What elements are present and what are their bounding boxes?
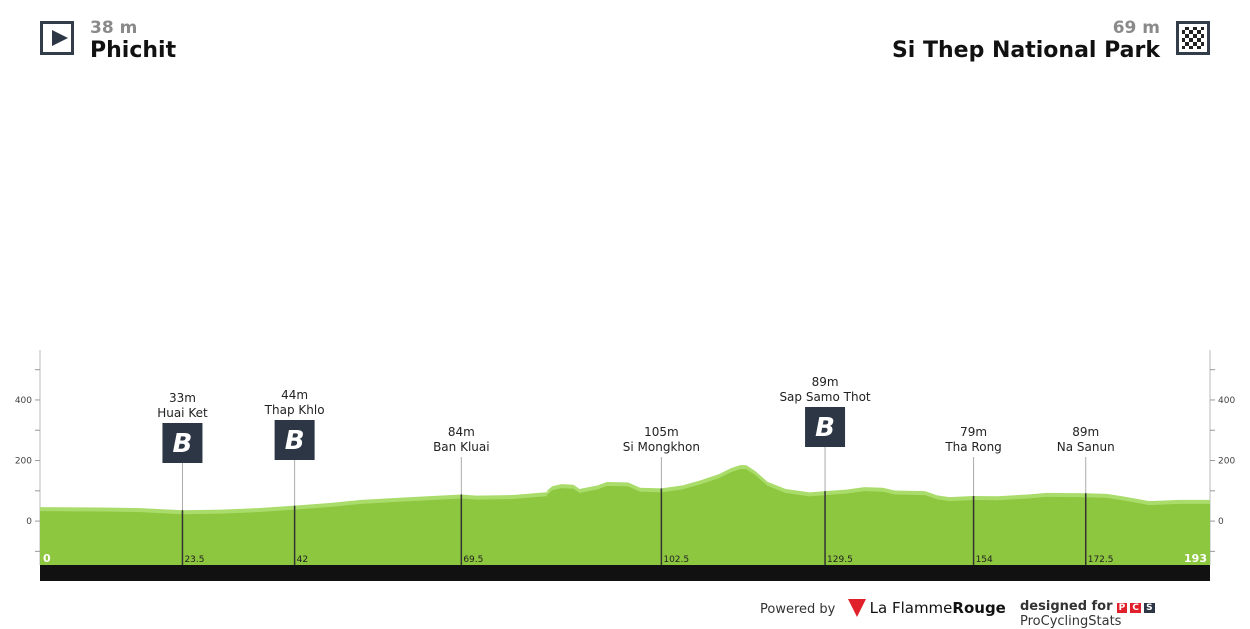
y-tick-label: 200 (15, 457, 32, 467)
brand-part2: Rouge (952, 599, 1006, 617)
x-point-label: 42 (297, 555, 308, 565)
point-name: Tha Rong (944, 440, 1001, 454)
point-altitude: 105m (644, 425, 679, 439)
start-altitude: 38 m (90, 18, 138, 38)
x-point-label: 172.5 (1088, 555, 1114, 565)
sprint-b-icon (162, 423, 203, 463)
sprint-b-icon (274, 420, 315, 460)
sprint-b-icon-label: B (285, 426, 305, 456)
finish-info: 69 m Si Thep National Park (810, 18, 1210, 78)
sprint-b-icon (805, 407, 846, 447)
x-point-label: 129.5 (827, 555, 853, 565)
y-tick-label: 0 (26, 517, 32, 527)
brand-part1: La Flamme (869, 599, 953, 617)
x-end-label: 193 (1184, 552, 1207, 565)
point-name: Ban Kluai (433, 440, 490, 454)
x-point-label: 23.5 (184, 555, 204, 565)
y-tick-label: 400 (15, 396, 32, 406)
point-name: Thap Khlo (264, 403, 325, 417)
point-altitude: 44m (281, 388, 308, 402)
point-name: Huai Ket (157, 406, 208, 420)
footer-powered: Powered by La FlammeRouge (760, 599, 1006, 617)
checkered-flag-icon (1176, 21, 1210, 55)
pcs-name: ProCyclingStats (1020, 614, 1122, 629)
y-tick-label: 0 (1218, 517, 1224, 527)
flamme-logo-icon (847, 599, 866, 617)
pcs-logo: P C S (1116, 603, 1155, 613)
x-point-label: 69.5 (463, 555, 483, 565)
point-name: Sap Samo Thot (779, 390, 870, 404)
elevation-profile (40, 469, 1210, 565)
x-start-label: 0 (43, 552, 51, 565)
point-altitude: 84m (448, 425, 475, 439)
start-name: Phichit (90, 38, 177, 63)
play-icon (40, 21, 74, 55)
point-altitude: 89m (1072, 425, 1099, 439)
finish-altitude: 69 m (1112, 18, 1160, 38)
finish-name: Si Thep National Park (891, 38, 1160, 63)
point-name: Na Sanun (1057, 440, 1115, 454)
sprint-b-icon-label: B (815, 413, 835, 443)
y-tick-label: 400 (1218, 396, 1235, 406)
distance-bar (40, 565, 1210, 581)
designed-for-text: designed for (1020, 599, 1113, 614)
point-altitude: 79m (960, 425, 987, 439)
sprint-b-icon-label: B (173, 429, 193, 459)
point-name: Si Mongkhon (623, 440, 700, 454)
point-altitude: 33m (169, 391, 196, 405)
point-altitude: 89m (812, 375, 839, 389)
powered-by-text: Powered by (760, 602, 836, 617)
x-point-label: 102.5 (663, 555, 689, 565)
x-point-label: 154 (976, 555, 993, 565)
y-tick-label: 200 (1218, 457, 1235, 467)
